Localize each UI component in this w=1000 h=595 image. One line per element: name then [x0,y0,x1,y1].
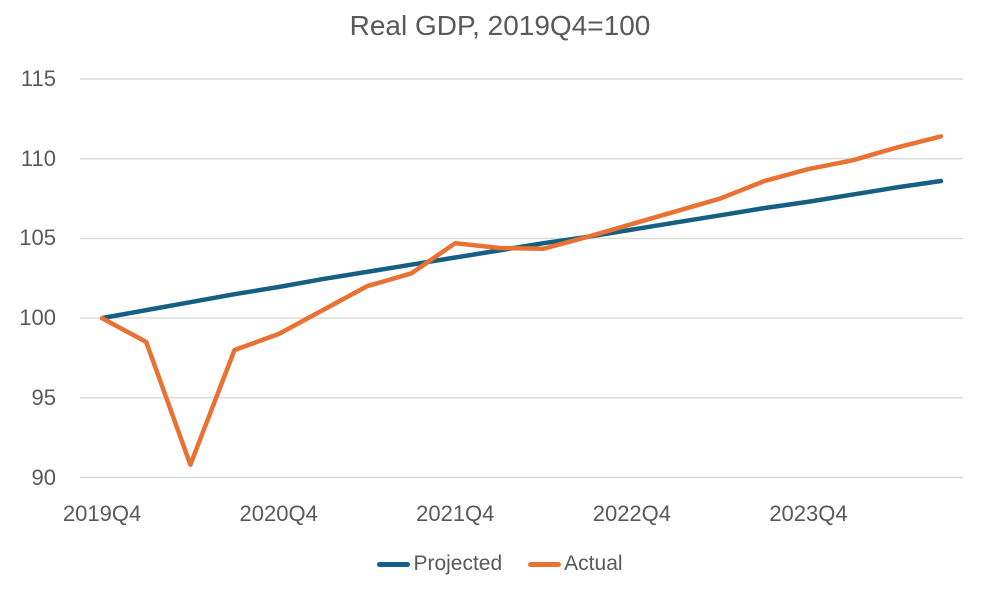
y-axis-tick-label: 110 [20,145,56,171]
legend-label: Projected [413,552,503,575]
y-axis-tick-label: 115 [20,66,56,91]
y-axis-tick-label: 90 [31,464,56,490]
x-axis-tick-label: 2021Q4 [416,501,495,526]
chart-title: Real GDP, 2019Q4=100 [349,10,651,41]
legend-swatch-projected [377,561,411,567]
x-axis-tick-label: 2020Q4 [239,501,318,526]
x-axis-tick-label: 2023Q4 [769,501,848,526]
legend-label: Actual [564,552,623,575]
legend-item-actual: Actual [528,551,623,577]
x-axis-tick-label: 2019Q4 [62,501,142,526]
series-line-actual [99,134,944,467]
y-axis-tick-label: 95 [31,384,56,410]
legend-item-projected: Projected [377,551,502,577]
legend: Projected Actual [0,551,1000,577]
legend-swatch-actual [528,561,562,567]
y-axis-tick-label: 105 [19,225,56,251]
x-axis-tick-label: 2022Q4 [592,501,672,526]
y-axis-tick-label: 100 [19,305,56,331]
